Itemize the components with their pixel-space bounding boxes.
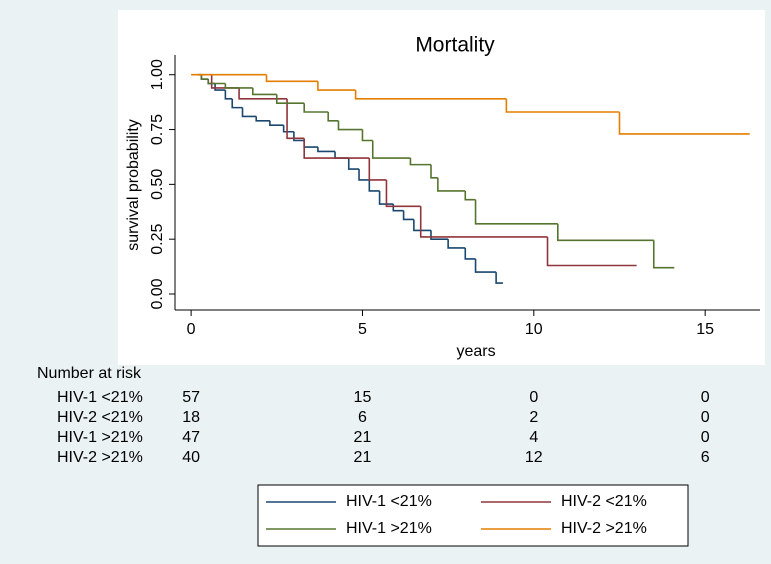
survival-step [618,112,750,135]
y-tick-label: 1.00 [149,59,166,90]
survival-step [200,74,209,80]
risk-row-label: HIV-1 >21% [57,429,143,446]
survival-step [371,140,411,159]
survival-step [224,83,253,89]
y-tick-label: 0.50 [149,169,166,200]
plot-background [118,10,765,365]
y-tick-label: 0.00 [149,278,166,309]
survival-step [231,98,243,109]
risk-row-label: HIV-1 <21% [57,389,143,406]
legend-label: HIV-1 >21% [346,520,432,537]
risk-count: 15 [354,389,372,406]
survival-step [275,94,305,105]
survival-step [337,120,363,131]
risk-count: 0 [529,389,538,406]
risk-count: 12 [525,449,543,466]
survival-step [652,240,675,269]
survival-step [354,90,507,100]
risk-count: 6 [358,409,367,426]
survival-step [251,87,277,96]
survival-step [447,239,466,249]
risk-count: 47 [182,429,200,446]
survival-step [303,138,370,159]
survival-step [495,272,503,284]
risk-count: 4 [529,429,538,446]
survival-step [293,131,305,142]
risk-count: 2 [529,409,538,426]
survival-step [557,223,654,242]
survival-step [464,190,476,201]
survival-step [413,219,432,232]
survival-step [430,230,449,240]
y-axis-label: survival probability [125,119,142,251]
risk-count: 0 [701,389,710,406]
survival-step [241,107,257,118]
survival-step [303,103,329,113]
survival-step [269,120,284,126]
x-axis-label: years [456,343,495,360]
chart-title: Mortality [415,34,495,57]
survival-step [286,98,305,140]
survival-step [317,147,336,153]
risk-count: 0 [701,429,710,446]
survival-step [317,81,356,91]
survival-step [505,98,620,113]
risk-count: 57 [182,389,200,406]
survival-step [255,116,270,122]
survival-step [464,247,476,260]
x-tick-label: 5 [358,321,367,338]
survival-step [238,87,288,100]
survival-step [430,164,438,179]
risk-count: 18 [182,409,200,426]
survival-step [419,206,548,238]
risk-row-label: HIV-2 <21% [57,409,143,426]
legend-label: HIV-2 <21% [561,493,647,510]
survival-step [368,158,387,181]
risk-count: 40 [182,449,200,466]
risk-table-title: Number at risk [37,365,142,382]
survival-step [368,179,380,192]
risk-count: 6 [701,449,710,466]
survival-step [437,177,466,192]
survival-step [409,158,432,166]
legend-label: HIV-2 >21% [561,520,647,537]
survival-step [282,125,294,133]
survival-step [385,179,421,208]
legend-box [257,484,689,547]
survival-step [361,129,373,142]
survival-step [265,74,318,83]
legend-label: HIV-1 <21% [346,493,432,510]
survival-step [402,210,414,221]
risk-count: 21 [354,429,372,446]
survival-step [474,199,558,225]
survival-step [214,83,226,91]
y-tick-label: 0.75 [149,114,166,145]
survival-step [207,79,226,85]
survival-step [358,169,370,181]
y-tick-label: 0.25 [149,224,166,255]
survival-step [224,90,233,100]
risk-count: 21 [354,449,372,466]
x-tick-label: 10 [525,321,543,338]
x-tick-label: 15 [696,321,714,338]
survival-step [546,236,637,267]
survival-step [327,112,339,122]
survival-step [347,158,360,170]
risk-row-label: HIV-2 >21% [57,449,143,466]
survival-step [474,258,497,273]
survival-step [378,190,394,205]
x-tick-label: 0 [187,321,196,338]
risk-count: 0 [701,409,710,426]
